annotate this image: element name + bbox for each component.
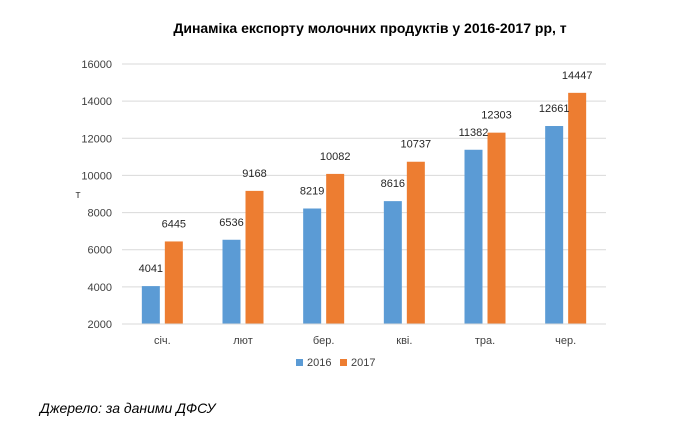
x-tick-label: бер. <box>313 335 334 347</box>
bar-2016 <box>222 239 241 324</box>
x-tick-label: чер. <box>555 335 576 347</box>
y-tick-label: 6000 <box>88 245 112 257</box>
x-axis-categories: січ. лют бер. кві. тра. чер. <box>154 335 576 347</box>
legend-label: 2016 <box>307 357 331 369</box>
data-label: 10737 <box>401 139 432 151</box>
x-tick-label: січ. <box>154 335 171 347</box>
legend-label: 2017 <box>351 357 375 369</box>
x-tick-label: лют <box>233 335 252 347</box>
y-axis-label: т <box>75 189 80 201</box>
bar-2017 <box>568 92 587 324</box>
y-tick-label: 4000 <box>88 282 112 294</box>
legend: 2016 2017 <box>296 357 375 369</box>
data-label: 11382 <box>459 127 489 139</box>
data-label: 4041 <box>139 263 163 275</box>
data-label: 10082 <box>320 151 351 163</box>
bar-2017 <box>326 173 345 324</box>
data-labels: 4041 6445 6536 9168 8219 10082 8616 10737 11382 1… <box>139 70 593 275</box>
bar-2016 <box>383 201 402 324</box>
bar-2016 <box>545 126 564 324</box>
y-tick-label: 2000 <box>88 319 112 331</box>
x-tick-label: тра. <box>475 335 495 347</box>
y-tick-label: 16000 <box>81 59 112 71</box>
source-note: Джерело: за даними ДФСУ <box>40 400 216 416</box>
data-label: 14447 <box>562 70 593 82</box>
legend-swatch-2017 <box>340 359 347 366</box>
data-label: 6536 <box>219 217 243 229</box>
y-axis-ticks: 2000 4000 6000 8000 10000 12000 14000 16000 <box>81 59 112 331</box>
data-label: 12661 <box>539 103 570 115</box>
bar-2017 <box>406 161 425 324</box>
bar-2017 <box>164 241 183 324</box>
bar-2017 <box>245 190 264 324</box>
data-label: 8616 <box>381 178 405 190</box>
bars <box>141 92 587 324</box>
y-tick-label: 10000 <box>81 170 112 182</box>
legend-swatch-2016 <box>296 359 303 366</box>
bar-2016 <box>141 286 160 324</box>
bar-2016 <box>303 208 322 324</box>
gridlines <box>122 63 606 325</box>
chart-title: Динаміка експорту молочних продуктів у 2… <box>173 20 566 36</box>
data-label: 6445 <box>162 218 186 230</box>
data-label: 8219 <box>300 186 324 198</box>
y-tick-label: 8000 <box>88 208 112 220</box>
y-tick-label: 14000 <box>81 96 112 108</box>
y-tick-label: 12000 <box>81 133 112 145</box>
data-label: 9168 <box>242 168 266 180</box>
bar-2017 <box>487 132 506 324</box>
data-label: 12303 <box>481 110 512 122</box>
x-tick-label: кві. <box>396 335 412 347</box>
bar-2016 <box>464 149 483 324</box>
